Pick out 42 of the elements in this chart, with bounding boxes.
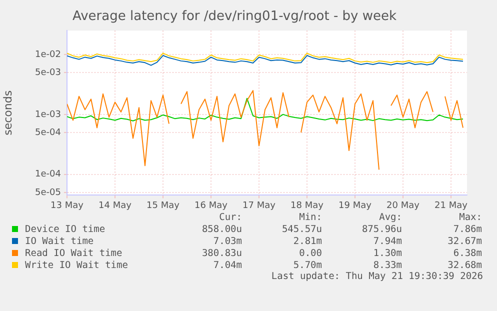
text: 5.70m — [292, 259, 322, 271]
text: 0.00 — [298, 247, 322, 259]
text: 6.38m — [452, 247, 482, 259]
x-tick-label: 21 May — [434, 200, 468, 211]
text: 7.94m — [372, 235, 402, 247]
y-tick-label: 1e-02 — [35, 50, 61, 60]
legend-label: Read IO Wait time — [24, 247, 124, 259]
text: 8.33m — [372, 259, 402, 271]
y-tick-label: 5e-03 — [35, 68, 61, 78]
text: Avg: — [378, 211, 402, 223]
legend-label: Device IO time — [24, 223, 106, 235]
chart-title: Average latency for /dev/ring01-vg/root - by week — [72, 9, 397, 24]
text: 545.57u — [280, 223, 322, 235]
text: 7.86m — [452, 223, 482, 235]
legend-label: IO Wait time — [24, 235, 95, 247]
y-axis-title: seconds — [1, 90, 14, 136]
text: 875.96u — [360, 223, 402, 235]
y-tick-label: 5e-05 — [35, 188, 61, 198]
text: Min: — [298, 211, 322, 223]
text: 7.03m — [212, 235, 242, 247]
text: Cur: — [218, 211, 242, 223]
text: 32.68m — [446, 259, 482, 271]
text: 32.67m — [446, 235, 482, 247]
x-tick-label: 15 May — [146, 200, 180, 211]
x-tick-label: 19 May — [338, 200, 372, 211]
x-tick-label: 17 May — [242, 200, 276, 211]
text: 1.30m — [372, 247, 402, 259]
text: 7.04m — [212, 259, 242, 271]
text: 858.00u — [200, 223, 242, 235]
y-tick-label: 1e-03 — [35, 110, 61, 120]
x-tick-label: 14 May — [98, 200, 132, 211]
legend-label: Write IO Wait time — [24, 259, 129, 271]
y-tick-label: 5e-04 — [35, 128, 62, 138]
text: Max: — [458, 211, 482, 223]
x-tick-label: 13 May — [50, 200, 84, 211]
text: Last update: Thu May 21 19:30:39 2026 — [270, 271, 484, 282]
x-tick-label: 16 May — [194, 200, 228, 211]
text: 380.83u — [200, 247, 242, 259]
x-tick-label: 18 May — [290, 200, 324, 211]
y-tick-label: 1e-04 — [35, 170, 62, 180]
x-tick-label: 20 May — [386, 200, 420, 211]
text: 2.81m — [292, 235, 322, 247]
